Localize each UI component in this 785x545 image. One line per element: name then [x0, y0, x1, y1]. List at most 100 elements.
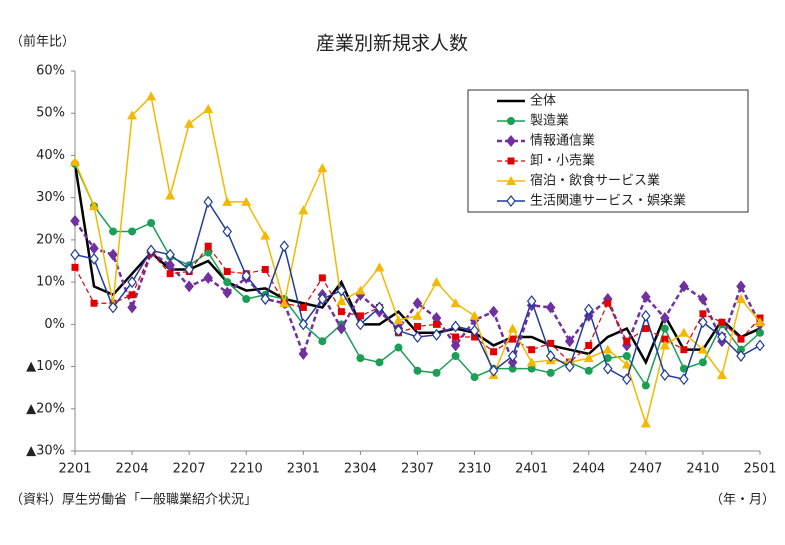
point	[204, 242, 212, 250]
point	[527, 364, 536, 373]
chart-title: 産業別新規求人数	[316, 33, 468, 55]
point	[564, 335, 575, 348]
x-tick-label: 2307	[401, 462, 434, 477]
point	[545, 301, 556, 314]
point	[70, 156, 80, 166]
legend-label: 卸・小売業	[530, 153, 595, 169]
point	[546, 368, 555, 377]
x-tick-label: 2207	[173, 462, 206, 477]
point	[603, 362, 613, 375]
point	[640, 418, 651, 428]
point	[697, 344, 708, 354]
point	[432, 368, 441, 377]
point	[583, 353, 594, 363]
point	[716, 370, 727, 379]
point	[545, 350, 556, 362]
y-tick-label: 50%	[36, 106, 65, 121]
point	[717, 331, 727, 343]
point	[393, 315, 404, 325]
y-axis-label: （前年比）	[10, 34, 75, 50]
x-tick-label: 2310	[458, 462, 491, 477]
point	[204, 248, 213, 257]
point	[109, 227, 118, 236]
point	[641, 381, 650, 390]
point	[755, 317, 765, 327]
x-tick-label: 2201	[58, 462, 91, 477]
point	[507, 323, 518, 333]
point	[506, 135, 516, 147]
x-tick-label: 2501	[743, 462, 776, 477]
point	[679, 280, 689, 293]
x-tick-label: 2401	[515, 462, 548, 477]
y-tick-label: 20%	[36, 232, 65, 247]
point	[71, 263, 79, 271]
series-line	[74, 200, 761, 381]
point	[128, 291, 136, 299]
point	[374, 301, 385, 314]
point	[355, 318, 366, 331]
legend-label: 製造業	[530, 113, 569, 129]
point	[604, 299, 612, 307]
point	[203, 195, 213, 208]
point	[336, 296, 347, 306]
point	[660, 312, 670, 324]
point	[298, 318, 309, 331]
y-tick-label: ▲10%	[26, 359, 65, 374]
point	[641, 309, 651, 322]
point	[355, 285, 366, 295]
y-tick-label: ▲30%	[26, 444, 65, 459]
point	[735, 294, 746, 303]
point	[147, 219, 156, 227]
point	[528, 346, 536, 354]
point	[660, 369, 670, 381]
point	[736, 280, 746, 293]
point	[469, 310, 480, 320]
point	[89, 201, 100, 211]
point	[585, 341, 593, 349]
x-tick-label: 2204	[116, 462, 149, 477]
point	[241, 269, 252, 282]
point	[698, 358, 707, 367]
point	[166, 270, 174, 278]
point	[756, 328, 764, 337]
point	[318, 337, 327, 346]
point	[375, 358, 384, 367]
point	[678, 327, 689, 337]
point	[622, 373, 632, 386]
legend-label: 生活関連サービス・娯楽業	[530, 193, 686, 209]
point	[433, 320, 441, 328]
point	[621, 359, 632, 369]
point	[279, 298, 290, 308]
point	[241, 196, 252, 206]
point	[660, 324, 669, 333]
point	[337, 308, 345, 316]
x-tick-label: 2404	[572, 462, 605, 477]
point	[641, 290, 651, 303]
point	[413, 366, 422, 375]
point	[450, 298, 461, 308]
point	[146, 91, 157, 101]
point	[659, 340, 670, 350]
point	[490, 348, 498, 356]
point	[260, 293, 271, 305]
point	[469, 324, 480, 337]
point	[450, 339, 461, 352]
point	[412, 310, 423, 320]
point	[508, 364, 517, 373]
point	[737, 335, 745, 343]
point	[488, 305, 499, 318]
point	[336, 322, 347, 335]
point	[507, 356, 518, 369]
point	[698, 316, 708, 329]
point	[298, 205, 309, 215]
point	[184, 118, 195, 128]
point	[393, 324, 404, 337]
point	[506, 176, 516, 185]
point	[718, 318, 726, 326]
legend-box	[467, 89, 749, 213]
point	[623, 337, 631, 345]
y-tick-label: 60%	[36, 64, 65, 79]
point	[203, 271, 213, 284]
point	[526, 295, 537, 308]
